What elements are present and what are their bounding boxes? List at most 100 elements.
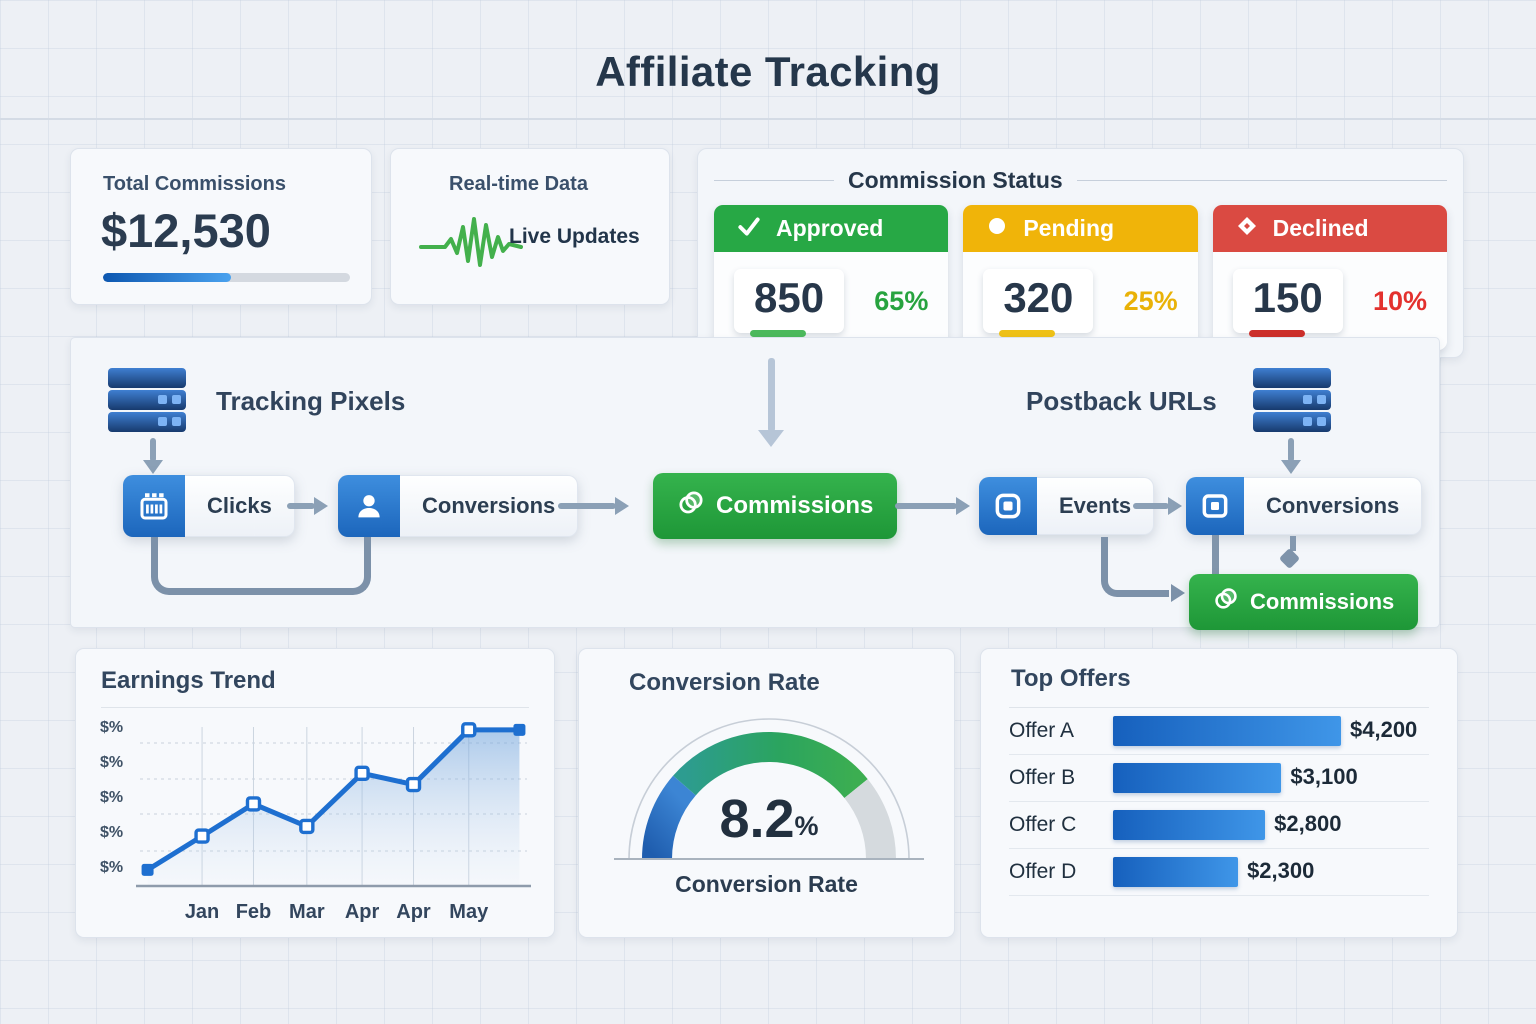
- offer-row: Offer D $2,300: [1009, 849, 1429, 896]
- status-label: Approved: [776, 215, 884, 241]
- commissions-label: Commissions: [1250, 589, 1395, 614]
- y-tick-label: $%: [100, 789, 124, 806]
- pending-icon: [985, 214, 1009, 244]
- status-card-pending: Pending 320 25%: [963, 205, 1198, 350]
- status-percentage: 10%: [1372, 285, 1427, 316]
- coins-icon: [1213, 586, 1239, 618]
- clicks-conversions-connector: [151, 537, 371, 595]
- conversions-node[interactable]: Conversions: [338, 475, 579, 537]
- events-label: Events: [1037, 477, 1155, 535]
- status-card-approved: Approved 850 65%: [714, 205, 949, 350]
- coins-icon: [677, 489, 705, 524]
- status-count-tile: 850: [734, 269, 845, 337]
- commissions-node-right[interactable]: Commissions: [1189, 574, 1419, 630]
- check-icon: [736, 213, 762, 245]
- divider: [101, 707, 529, 708]
- conversions-label: Conversions: [400, 475, 579, 537]
- status-count-tile: 150: [1232, 269, 1343, 337]
- svg-text:8.2%: 8.2%: [719, 789, 818, 849]
- conversions-commissions-connector: [1212, 535, 1219, 576]
- clicks-label: Clicks: [185, 475, 295, 537]
- user-icon: [338, 475, 400, 537]
- status-count: 850: [754, 274, 825, 321]
- header-divider: [0, 118, 1536, 120]
- total-commissions-value: $12,530: [101, 204, 271, 257]
- diamond-arrow-shaft: [1290, 536, 1296, 551]
- conversions-label: Conversions: [1244, 477, 1423, 535]
- status-label: Pending: [1023, 215, 1115, 241]
- live-updates-text: Live Updates: [509, 225, 640, 248]
- waveform-icon: [419, 217, 645, 267]
- earnings-trend-card: Earnings Trend $% $% $% $% $% Jan Feb Mar A…: [75, 648, 555, 938]
- status-card-declined: Declined 150 10%: [1212, 205, 1447, 350]
- events-commissions-connector: [1101, 537, 1169, 597]
- y-tick-label: $%: [100, 754, 124, 771]
- total-commissions-progress: [103, 273, 350, 282]
- top-offers-title: Top Offers: [1011, 665, 1131, 692]
- x-tick-label: Mar: [289, 901, 325, 923]
- divider: [1076, 180, 1447, 181]
- status-percentage: 25%: [1123, 285, 1178, 316]
- window-icon: [979, 477, 1037, 535]
- total-commissions-card: Total Commissions $12,530: [70, 148, 372, 305]
- postback-urls-title: Postback URLs: [1026, 386, 1217, 416]
- status-count-underline: [750, 330, 806, 337]
- divider: [1009, 707, 1429, 708]
- offer-label: Offer B: [1009, 766, 1076, 789]
- offer-value: $3,100: [1290, 764, 1358, 789]
- offer-bar: [1113, 810, 1265, 840]
- top-offers-card: Top Offers Offer A $4,200 Offer B $3,100…: [980, 648, 1458, 938]
- conversion-rate-label: Conversion Rate: [675, 871, 858, 897]
- status-count-underline: [999, 330, 1056, 337]
- server-icon: [108, 368, 186, 432]
- x-tick-label: Feb: [235, 901, 272, 923]
- status-count: 150: [1252, 274, 1323, 321]
- offer-row: Offer C $2,800: [1009, 802, 1429, 849]
- x-tick-label: May: [449, 901, 489, 923]
- status-header-approved: Approved: [714, 205, 949, 252]
- offer-label: Offer C: [1009, 813, 1077, 836]
- realtime-data-card: Real-time Data Live Updates: [390, 148, 670, 305]
- conversion-rate-gauge: 8.2%: [614, 718, 924, 860]
- offer-label: Offer D: [1009, 860, 1077, 883]
- monitor-icon: [1186, 477, 1244, 535]
- status-percentage: 65%: [874, 285, 929, 316]
- total-commissions-progress-fill: [103, 273, 232, 282]
- offer-bar: [1113, 763, 1281, 793]
- offer-row: Offer B $3,100: [1009, 755, 1429, 802]
- offer-row: Offer A $4,200: [1009, 708, 1429, 755]
- declined-icon: [1235, 214, 1259, 244]
- offer-label: Offer A: [1009, 719, 1074, 742]
- earnings-trend-title: Earnings Trend: [101, 667, 276, 694]
- events-node[interactable]: Events: [979, 477, 1155, 535]
- commission-status-panel: Commission Status Approved 850 65%: [697, 148, 1464, 358]
- offer-bar: [1113, 857, 1238, 887]
- commission-status-header: Commission Status: [714, 167, 1447, 194]
- realtime-data-label: Real-time Data: [449, 173, 588, 195]
- tracking-pixels-title: Tracking Pixels: [216, 386, 406, 416]
- offer-value: $2,800: [1274, 811, 1342, 836]
- page-title: Affiliate Tracking: [595, 48, 941, 95]
- y-tick-label: $%: [100, 824, 124, 841]
- tracking-flow-panel: Tracking Pixels Postback URLs: [70, 337, 1440, 630]
- conversion-rate-title: Conversion Rate: [629, 669, 820, 696]
- status-label: Declined: [1272, 215, 1369, 241]
- clicks-node[interactable]: Clicks: [123, 475, 295, 537]
- pixel-grid-icon: [123, 475, 185, 537]
- status-count-underline: [1248, 330, 1305, 337]
- status-count: 320: [1003, 274, 1074, 321]
- server-icon: [1253, 368, 1331, 432]
- connector-arrowhead: [1171, 584, 1185, 602]
- diamond-arrowhead: [1278, 547, 1301, 570]
- commission-status-title: Commission Status: [848, 167, 1063, 193]
- offer-value: $4,200: [1350, 717, 1418, 742]
- offer-value: $2,300: [1247, 858, 1315, 883]
- x-tick-label: Apr: [344, 901, 380, 923]
- commissions-node[interactable]: Commissions: [653, 473, 898, 539]
- total-commissions-label: Total Commissions: [103, 173, 286, 195]
- y-tick-label: $%: [100, 719, 124, 736]
- status-header-declined: Declined: [1212, 205, 1447, 252]
- earnings-line-chart: [136, 722, 531, 888]
- conversions-node-right[interactable]: Conversions: [1186, 477, 1423, 535]
